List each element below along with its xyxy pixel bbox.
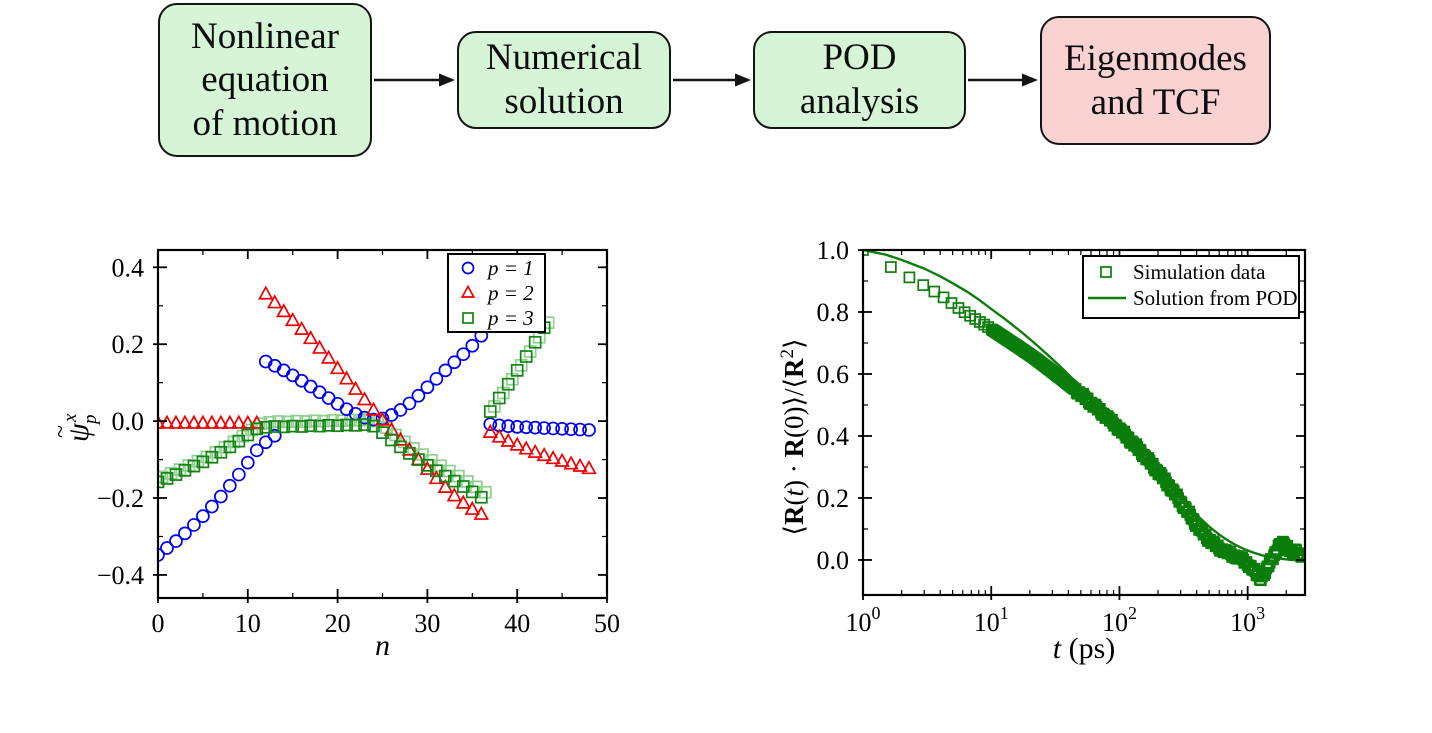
legend-label: p = 3 bbox=[486, 306, 534, 330]
left-plot-series bbox=[158, 285, 597, 562]
x-tick-label: 0 bbox=[152, 609, 165, 638]
y-axis-label-accent: ~ bbox=[48, 425, 74, 438]
flow-box-nonlinear-equation: Nonlinear equation of motion bbox=[158, 3, 372, 157]
right-plot-frame bbox=[861, 248, 1307, 597]
left-plot: 0 10 20 30 40 50−0.4−0.20.00.20.4nψ~x pp = 1p … bbox=[48, 248, 620, 662]
y-axis-label-sub: p bbox=[80, 415, 101, 427]
y-tick-label: 0.2 bbox=[112, 330, 145, 359]
x-tick-label: 10 bbox=[235, 609, 261, 638]
flow-arrowhead-icon bbox=[1022, 73, 1038, 87]
legend-label: Solution from POD bbox=[1133, 286, 1298, 310]
y-tick-label: 0.6 bbox=[817, 360, 850, 389]
legend-label: Simulation data bbox=[1133, 260, 1266, 284]
y-tick-label: 0.0 bbox=[817, 546, 850, 575]
flow-box-numerical-solution: Numerical solution bbox=[457, 31, 671, 129]
series-p=1 bbox=[158, 328, 596, 562]
series-pod-solution-line bbox=[863, 250, 1304, 562]
series-p=3 bbox=[158, 321, 551, 504]
x-tick-label: 100 bbox=[846, 603, 881, 637]
x-axis-label: t (ps) bbox=[1053, 632, 1116, 665]
right-plot: 100 101 102 103 0.0 0.2 0.4 0.6 0.8 1.0 t (ps) ⟨R(t… bbox=[777, 236, 1307, 665]
legend-box bbox=[1082, 255, 1300, 319]
left-plot-axes: 0 10 20 30 40 50 −0.4 −0.2 0.0 0.2 0.4 n bbox=[97, 248, 620, 662]
y-tick-label: 0.8 bbox=[817, 298, 850, 327]
flow-box-pod-analysis: POD analysis bbox=[753, 31, 966, 129]
right-plot-series bbox=[863, 250, 1305, 587]
legend-label: p = 1 bbox=[486, 256, 534, 280]
flow-arrows bbox=[374, 73, 1038, 87]
y-axis-label: ψ~ x p bbox=[48, 413, 101, 442]
x-tick-label: 102 bbox=[1102, 603, 1137, 637]
x-tick-label: 40 bbox=[504, 609, 530, 638]
y-tick-label: 0.4 bbox=[817, 422, 850, 451]
y-tick-label: −0.2 bbox=[97, 484, 144, 513]
y-axis-label: ⟨R(t) · R(0)⟩/⟨R2​⟩ bbox=[777, 338, 809, 535]
y-tick-label: 0.0 bbox=[112, 407, 145, 436]
right-plot-axes: 100 101 102 103 0.0 0.2 0.4 0.6 0.8 1.0 t (ps) bbox=[817, 236, 1307, 665]
y-axis-label-symbol: ψ bbox=[62, 422, 95, 442]
series-simulation-data bbox=[863, 250, 1305, 587]
flow-box-eigenmodes-tcf: Eigenmodes and TCF bbox=[1040, 16, 1271, 145]
x-tick-label: 101 bbox=[974, 603, 1009, 637]
x-tick-label: 103 bbox=[1230, 603, 1265, 637]
x-tick-label: 50 bbox=[594, 609, 620, 638]
x-tick-label: 20 bbox=[325, 609, 351, 638]
legend-label: p = 2 bbox=[486, 281, 534, 305]
flow-arrowhead-icon bbox=[439, 73, 455, 87]
left-plot-legend: p = 1p = 2p = 3 bbox=[447, 253, 546, 333]
y-tick-label: 1.0 bbox=[817, 236, 850, 265]
flow-arrowhead-icon bbox=[735, 73, 751, 87]
y-tick-label: 0.4 bbox=[112, 253, 145, 282]
x-tick-label: 30 bbox=[414, 609, 440, 638]
y-axis-label-sup: x bbox=[60, 413, 81, 423]
y-axis-label-text: ⟨R(t) · R(0)⟩/⟨R2​⟩ bbox=[777, 338, 809, 535]
x-axis-label: n bbox=[375, 629, 390, 662]
y-tick-label: −0.4 bbox=[97, 561, 144, 590]
y-tick-label: 0.2 bbox=[817, 484, 850, 513]
